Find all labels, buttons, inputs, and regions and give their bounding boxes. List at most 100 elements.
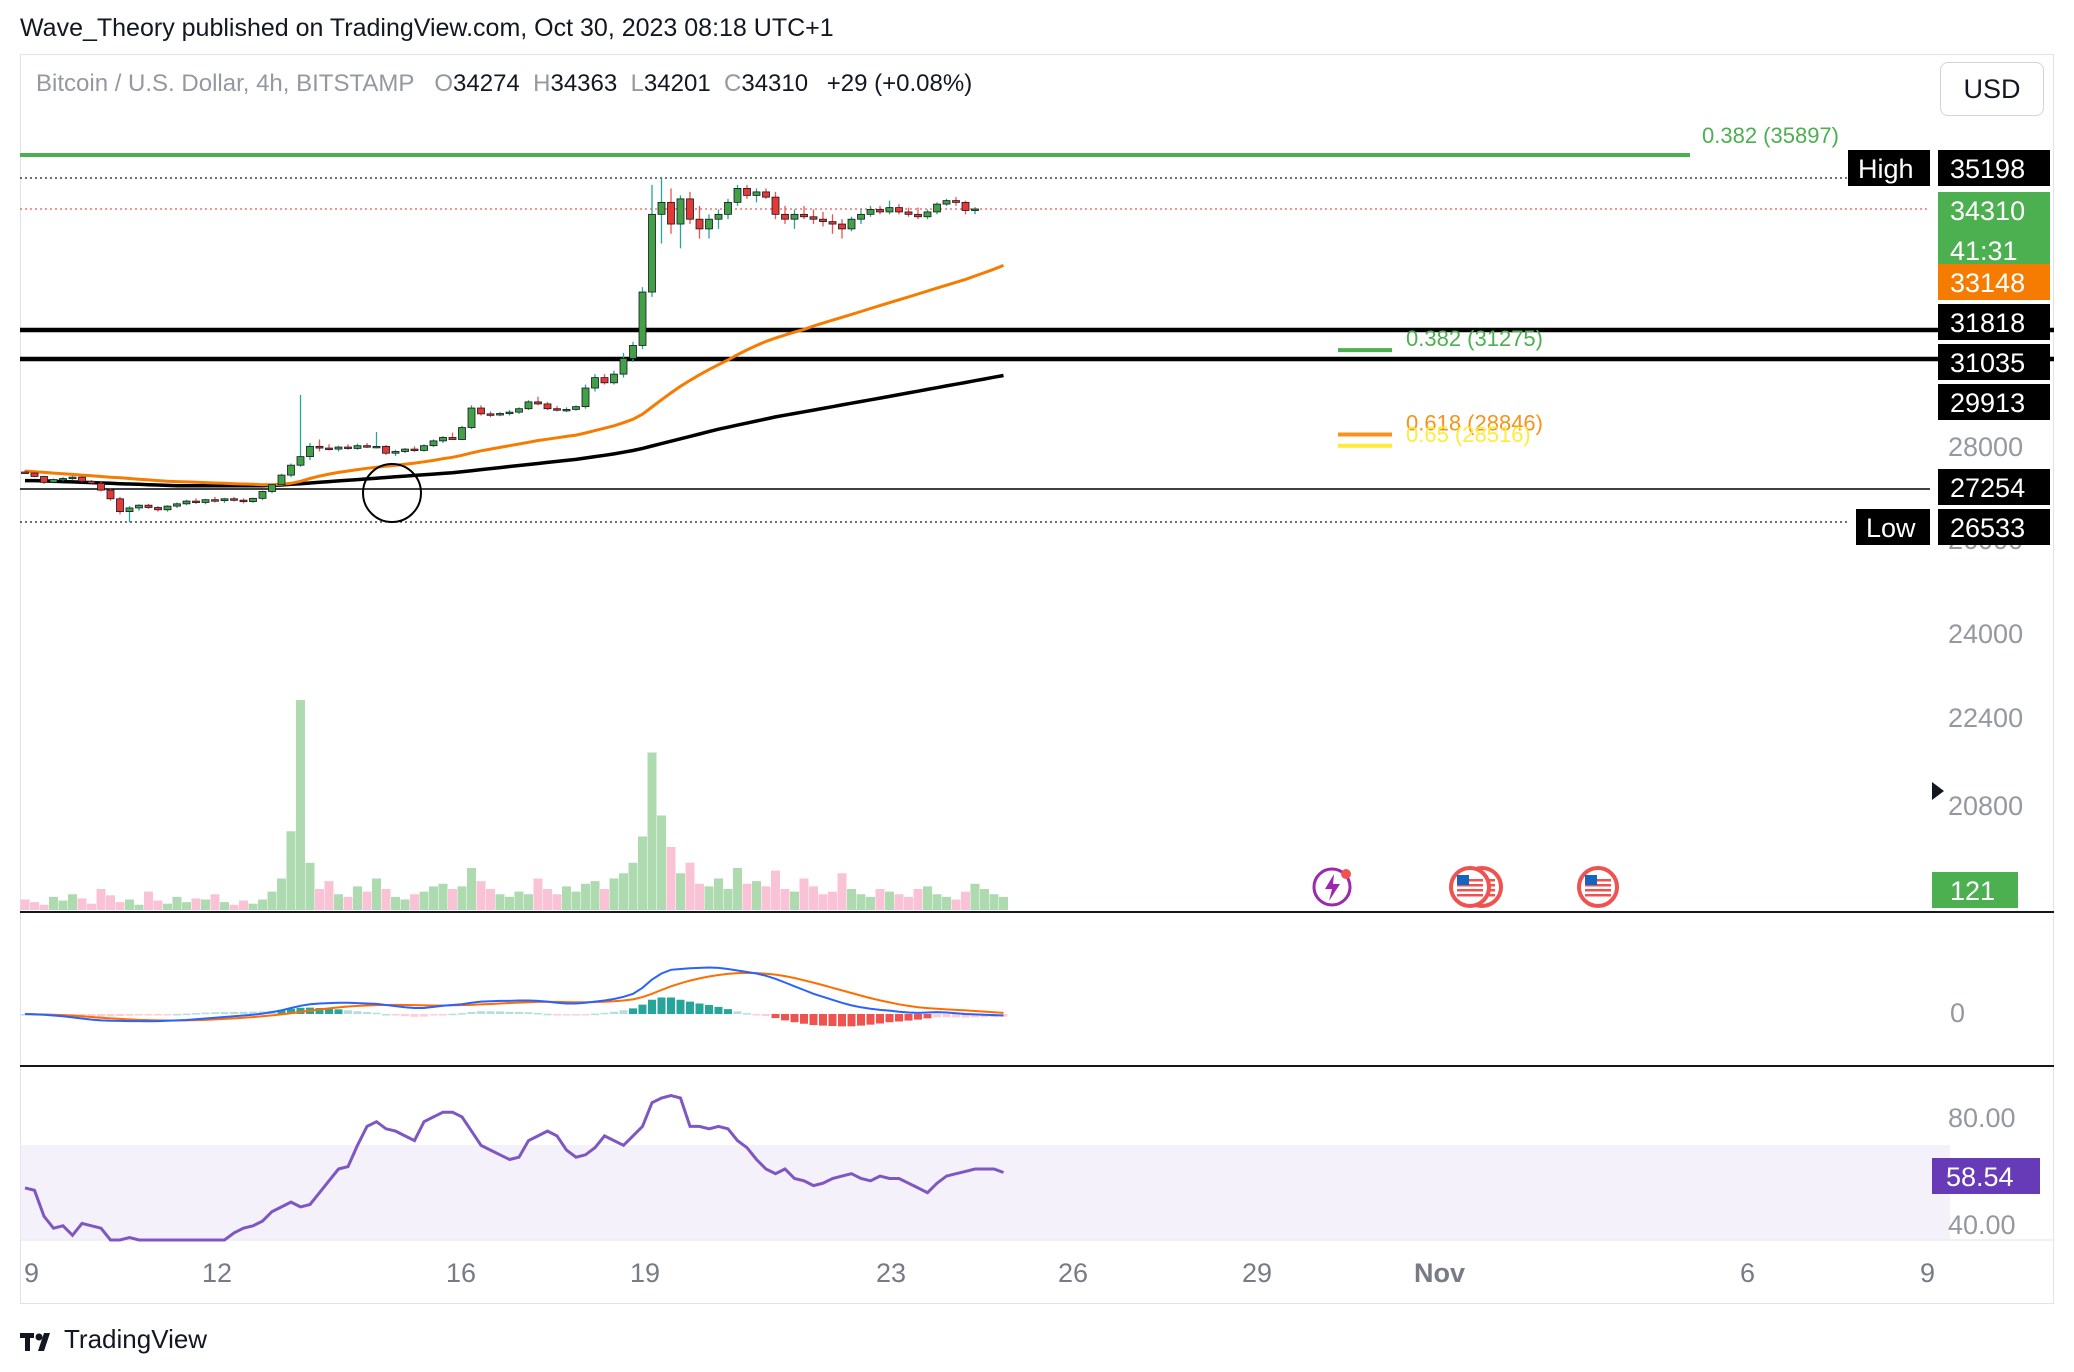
volume-bar xyxy=(495,894,505,910)
candle-body xyxy=(534,401,542,405)
candle-body xyxy=(163,505,172,511)
macd-histogram-bar xyxy=(401,1014,409,1017)
price-label-value: 34310 xyxy=(1950,196,2025,226)
macd-histogram-bar xyxy=(619,1010,628,1014)
volume-bar xyxy=(49,896,58,910)
macd-histogram-bar xyxy=(315,1008,324,1014)
volume-bar xyxy=(856,894,866,910)
candle-body xyxy=(543,403,552,410)
close-value: 34310 xyxy=(741,70,809,97)
rsi-band-layer xyxy=(20,1145,1950,1240)
us-event-flag-icon xyxy=(1577,866,1619,908)
volume-bar xyxy=(144,891,153,910)
macd-histogram-bar xyxy=(581,1014,590,1016)
macd-histogram-bar xyxy=(106,1014,115,1017)
volume-bar xyxy=(552,894,562,910)
candle-body xyxy=(97,482,105,491)
price-tag-label: Low xyxy=(1866,513,1916,543)
macd-histogram-bar xyxy=(714,1006,723,1014)
volume-layer xyxy=(20,700,1008,910)
volume-bar xyxy=(847,889,856,910)
price-tick-label: 24000 xyxy=(1948,619,2023,649)
candle-body xyxy=(952,200,960,203)
candle-body xyxy=(325,447,333,450)
volume-bar xyxy=(752,881,761,910)
macd-histogram-bar xyxy=(591,1013,599,1016)
macd-histogram-bar xyxy=(857,1014,865,1026)
volume-bar xyxy=(647,752,657,910)
macd-histogram-bar xyxy=(866,1014,875,1025)
footer-brand[interactable]: TradingView xyxy=(20,1324,207,1355)
candle-body xyxy=(743,188,751,196)
macd-histogram-bar xyxy=(705,1005,713,1014)
price-label-value: 27254 xyxy=(1950,473,2025,503)
rsi-layer xyxy=(24,1094,1005,1242)
candle-body xyxy=(895,207,903,213)
price-tick-label: 28000 xyxy=(1948,432,2023,462)
volume-bar xyxy=(685,862,695,910)
candle-body xyxy=(676,198,685,225)
candle-body xyxy=(619,358,628,375)
volume-bar xyxy=(134,904,144,910)
candle-body xyxy=(192,500,200,503)
candle-body xyxy=(68,476,77,480)
time-tick-label: 9 xyxy=(24,1258,39,1288)
macd-histogram-bar xyxy=(154,1014,162,1016)
levels-layer: 0.382 (35897) xyxy=(20,123,2054,523)
low-label: L xyxy=(630,70,644,97)
candle-body xyxy=(287,464,295,476)
lightning-bolt-icon xyxy=(1325,874,1340,901)
macd-histogram-bar xyxy=(78,1014,86,1017)
candle-body xyxy=(733,188,742,203)
macd-histogram-bar xyxy=(961,1014,970,1018)
macd-histogram-bar xyxy=(572,1014,580,1016)
candle-body xyxy=(724,201,732,215)
event-dot-icon xyxy=(1341,869,1351,879)
candle-body xyxy=(420,445,428,451)
candle-body xyxy=(914,213,922,218)
volume-bar xyxy=(239,900,248,910)
macd-histogram-bar xyxy=(923,1014,932,1019)
candle-body xyxy=(838,223,846,230)
macd-histogram-bar xyxy=(230,1011,238,1014)
macd-histogram-bar xyxy=(752,1014,761,1016)
candle-body xyxy=(106,489,115,500)
us-event-flag-icon-ring xyxy=(1449,866,1491,908)
us-event-flag-icon-stripe xyxy=(1457,884,1483,887)
time-tick-label: 6 xyxy=(1740,1258,1755,1288)
candle-body xyxy=(752,191,761,196)
volume-bar xyxy=(381,889,391,910)
low-value: 34201 xyxy=(643,70,711,97)
price-label-value: 31818 xyxy=(1950,308,2025,338)
volume-bar xyxy=(571,891,581,910)
macd-histogram-bar xyxy=(87,1014,96,1017)
currency-button[interactable]: USD xyxy=(1940,62,2044,116)
candle-body xyxy=(572,406,580,410)
axis-layer: 280002600024000224002080009121619232629N… xyxy=(24,432,2023,1288)
macd-signal-line xyxy=(24,971,1004,1022)
candle-body xyxy=(144,504,153,508)
macd-histogram-bar xyxy=(952,1014,960,1018)
macd-histogram-bar xyxy=(819,1014,827,1026)
candle-body xyxy=(857,213,865,220)
volume-bar xyxy=(894,894,904,910)
candle-body xyxy=(239,499,248,503)
candle-body xyxy=(923,211,932,218)
candle-body xyxy=(230,498,238,501)
macd-histogram-bar xyxy=(771,1014,780,1019)
volume-bar xyxy=(153,900,163,910)
candle-body xyxy=(87,480,96,484)
macd-histogram-bar xyxy=(809,1014,818,1026)
us-event-flag-icon-stripe xyxy=(1457,879,1483,882)
macd-histogram-bar xyxy=(914,1014,922,1020)
close-label: C xyxy=(724,70,742,97)
candle-body xyxy=(524,401,533,410)
volume-bar xyxy=(343,896,353,910)
candle-layer xyxy=(21,178,979,523)
fib-level-label-1: 0.618 (28846) xyxy=(1406,411,1543,436)
ema-long-line xyxy=(25,373,1004,488)
candle-body xyxy=(591,377,599,389)
candle-body xyxy=(800,213,808,218)
candle-body xyxy=(135,504,143,509)
